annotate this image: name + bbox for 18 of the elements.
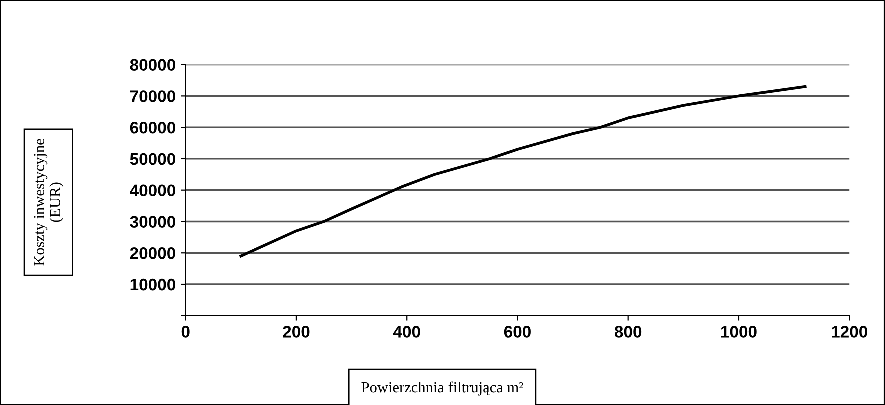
y-axis-title: Koszty inwestycyjne (EUR) <box>34 139 64 266</box>
x-axis-title: Powierzchnia filtrująca m² <box>362 382 524 396</box>
x-tick-label: 200 <box>283 326 310 338</box>
x-tick-label: 400 <box>393 326 420 338</box>
y-tick-label: 30000 <box>130 216 176 228</box>
x-tick-label: 600 <box>504 326 531 338</box>
x-tick-label: 1000 <box>721 326 757 338</box>
y-tick-label: 10000 <box>130 278 176 291</box>
y-tick-label: 20000 <box>130 248 176 260</box>
y-tick-label: 80000 <box>130 59 176 72</box>
y-tick-label: 60000 <box>130 122 176 134</box>
y-tick-label: 40000 <box>130 184 176 197</box>
line-series <box>240 85 807 258</box>
y-tick-label: 70000 <box>130 90 176 102</box>
x-tick-label: 1200 <box>832 326 868 338</box>
x-tick-label: 800 <box>614 326 642 338</box>
x-tick-label: 0 <box>182 326 190 338</box>
y-tick-label: 50000 <box>130 153 176 166</box>
